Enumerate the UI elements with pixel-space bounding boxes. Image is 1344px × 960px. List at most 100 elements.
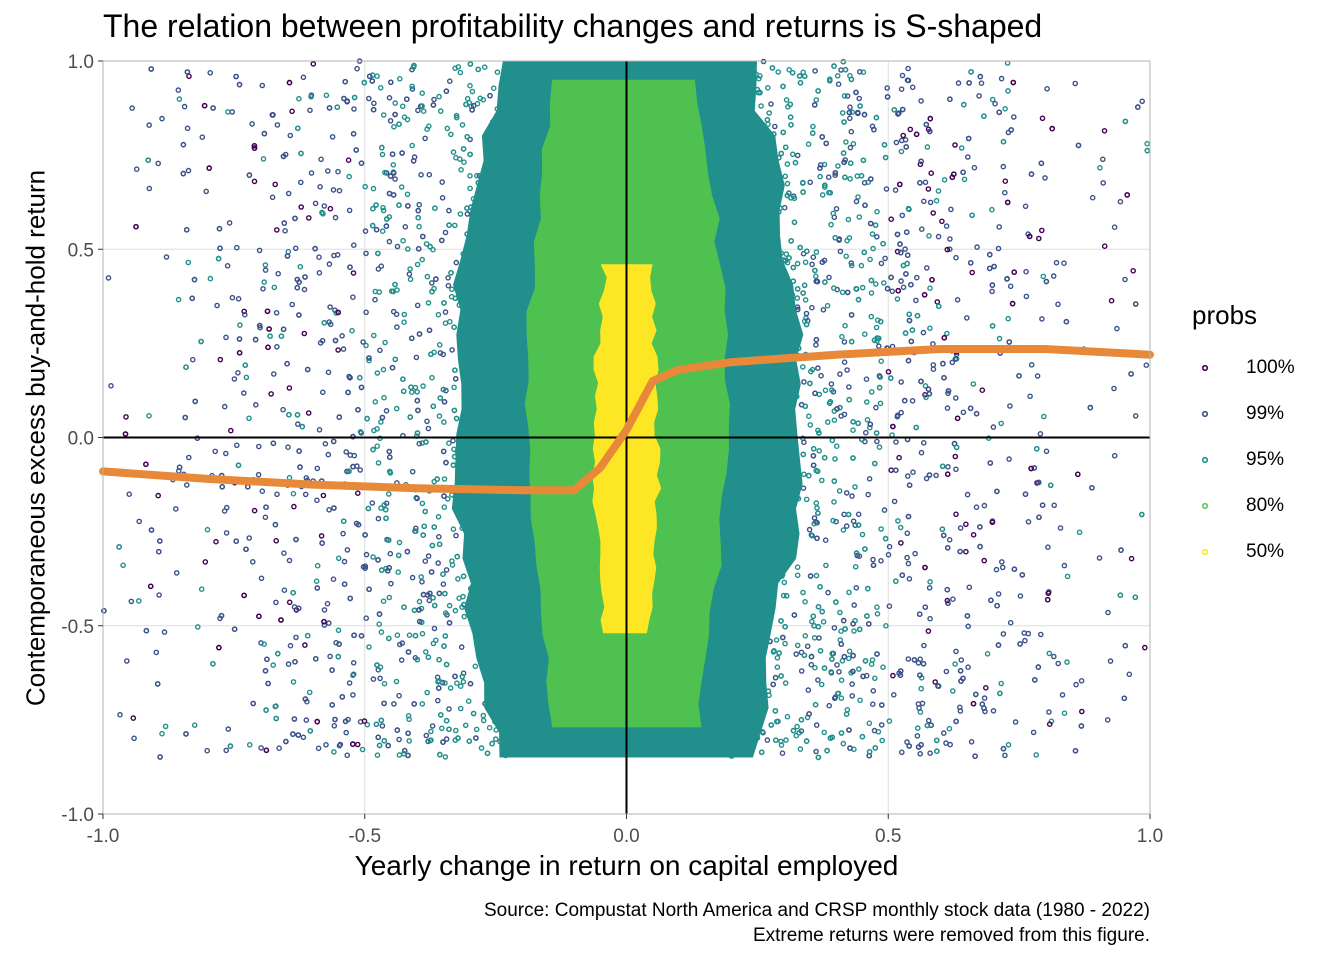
scatter-point: [868, 389, 875, 395]
scatter-point: [223, 530, 230, 536]
scatter-point: [451, 407, 458, 414]
scatter-point: [379, 151, 386, 158]
scatter-point: [451, 222, 458, 229]
scatter-point: [372, 296, 378, 303]
scatter-point: [1023, 293, 1030, 300]
scatter-point: [436, 93, 442, 100]
scatter-point: [183, 226, 190, 233]
scatter-point: [273, 227, 280, 233]
scatter-point: [906, 743, 913, 749]
scatter-point: [317, 183, 323, 190]
scatter-point: [347, 595, 354, 602]
scatter-point: [376, 611, 383, 617]
scatter-point: [1011, 566, 1018, 573]
scatter-point: [250, 700, 256, 707]
scatter-point: [874, 604, 880, 611]
scatter-point: [440, 581, 447, 588]
scatter-point: [173, 570, 180, 576]
scatter-point: [383, 515, 389, 522]
scatter-point: [370, 446, 376, 453]
scatter-point: [428, 280, 435, 286]
scatter-point: [285, 661, 292, 667]
scatter-point: [811, 520, 818, 527]
legend-key-icon: [1192, 401, 1218, 427]
scatter-point: [881, 507, 888, 513]
scatter-point: [310, 61, 317, 67]
scatter-point: [377, 347, 383, 354]
scatter-point: [414, 261, 421, 268]
scatter-point: [813, 249, 820, 255]
scatter-point: [918, 742, 924, 748]
scatter-point: [960, 169, 966, 176]
scatter-point: [330, 576, 337, 583]
scatter-point: [350, 294, 356, 301]
scatter-point: [436, 751, 443, 758]
scatter-point: [243, 546, 249, 553]
scatter-point: [1005, 88, 1011, 94]
scatter-point: [819, 192, 826, 198]
scatter-point: [821, 665, 828, 671]
scatter-point: [1033, 752, 1039, 758]
scatter-point: [416, 618, 423, 625]
scatter-point: [768, 722, 775, 728]
scatter-point: [429, 542, 436, 549]
scatter-point: [184, 69, 191, 75]
scatter-point: [977, 543, 983, 550]
scatter-point: [952, 661, 958, 667]
scatter-point: [861, 111, 868, 118]
scatter-point: [874, 438, 880, 445]
scatter-point: [319, 540, 325, 546]
scatter-point: [857, 103, 863, 109]
scatter-point: [1061, 710, 1068, 717]
scatter-point: [874, 233, 880, 240]
scatter-point: [920, 661, 927, 667]
scatter-point: [351, 94, 358, 101]
scatter-point: [819, 134, 826, 140]
scatter-point: [271, 284, 278, 291]
reference-lines: [103, 61, 1150, 814]
scatter-point: [815, 510, 821, 517]
scatter-point: [918, 98, 924, 104]
scatter-point: [1111, 385, 1117, 392]
scatter-point: [939, 463, 946, 470]
scatter-point: [874, 611, 881, 617]
scatter-point: [285, 444, 291, 451]
scatter-point: [321, 319, 328, 326]
scatter-point: [302, 274, 308, 280]
scatter-point: [392, 281, 398, 288]
scatter-point: [838, 628, 844, 635]
scatter-point: [443, 567, 450, 573]
scatter-point: [281, 550, 287, 557]
scatter-point: [349, 327, 355, 334]
scatter-point: [251, 507, 258, 514]
legend-key-icon: [1192, 447, 1218, 473]
scatter-point: [852, 522, 859, 529]
scatter-point: [396, 121, 402, 127]
scatter-point: [332, 214, 339, 221]
smooth-line-layer: [99, 345, 1154, 495]
scatter-point: [327, 304, 333, 310]
scatter-point: [1033, 445, 1040, 452]
scatter-point: [374, 752, 381, 759]
scatter-point: [343, 729, 350, 736]
scatter-point: [804, 248, 810, 255]
scatter-point: [346, 680, 353, 686]
scatter-point: [390, 161, 397, 168]
scatter-point: [191, 276, 198, 283]
scatter-point: [369, 72, 376, 78]
scatter-point: [117, 711, 123, 718]
scatter-point: [1046, 650, 1053, 657]
scatter-point: [458, 166, 464, 173]
scatter-point: [840, 150, 847, 156]
scatter-point: [1144, 147, 1151, 154]
scatter-point: [269, 194, 276, 201]
scatter-point: [462, 722, 469, 729]
scatter-point: [404, 191, 411, 198]
scatter-point: [354, 741, 361, 748]
scatter-point: [860, 673, 866, 680]
scatter-point: [1031, 465, 1038, 471]
scatter-point: [925, 386, 932, 393]
scatter-point: [870, 701, 876, 708]
scatter-point: [373, 226, 380, 233]
scatter-point: [223, 504, 230, 511]
